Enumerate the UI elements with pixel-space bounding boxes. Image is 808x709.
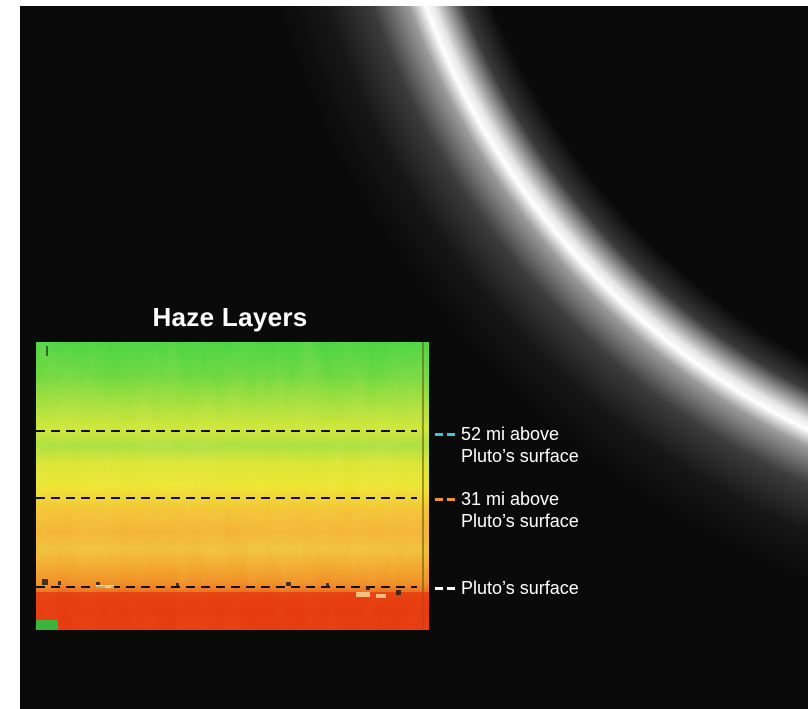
legend-swatch-31mi — [433, 488, 461, 510]
heatmap-title: Haze Layers — [152, 302, 308, 332]
legend-item-52mi: 52 mi above Pluto’s surface — [433, 423, 579, 467]
legend-52mi-line1: 52 mi above — [461, 424, 560, 444]
legend-item-surface: Pluto’s surface — [433, 577, 579, 599]
pluto-image-frame: Haze Layers — [20, 6, 808, 709]
legend-swatch-surface — [433, 577, 461, 599]
legend-swatch-52mi — [433, 423, 461, 445]
legend-52mi-line2: Pluto’s surface — [461, 446, 579, 466]
haze-layers-heatmap — [36, 342, 429, 630]
legend-31mi-line2: Pluto’s surface — [461, 511, 579, 531]
legend-surface-line1: Pluto’s surface — [461, 578, 579, 598]
legend-31mi-line1: 31 mi above — [461, 489, 560, 509]
legend-item-31mi: 31 mi above Pluto’s surface — [433, 488, 579, 532]
